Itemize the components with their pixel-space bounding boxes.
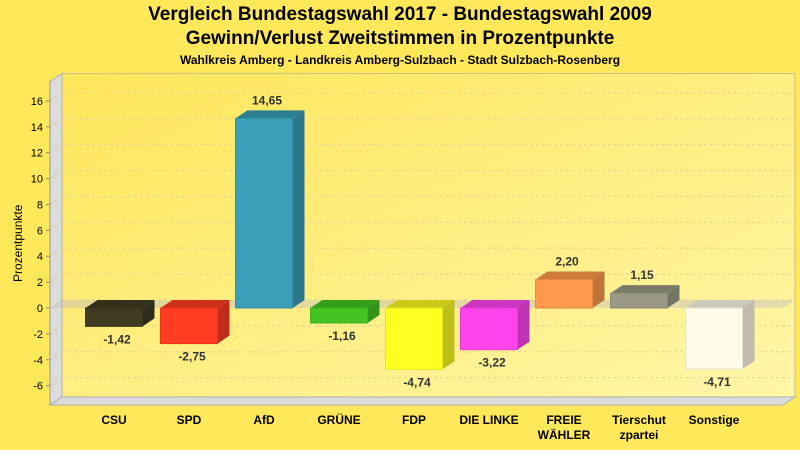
- bar-afd: [235, 117, 293, 309]
- bar-top: [310, 300, 380, 308]
- bar-grüne: [310, 307, 368, 324]
- y-tick-label: 4: [37, 251, 43, 263]
- bar-top: [685, 300, 755, 308]
- y-tick-label: 16: [31, 96, 43, 108]
- chart-title: Vergleich Bundestagswahl 2017 - Bundesta…: [148, 4, 652, 25]
- x-tick-label: FDP: [402, 413, 426, 427]
- y-tick-label: 12: [31, 148, 43, 160]
- bar-top: [385, 300, 455, 308]
- bar-side: [367, 300, 380, 324]
- bar-side: [442, 300, 455, 370]
- y-tick-label: -2: [33, 329, 43, 341]
- x-tick-label: SPD: [177, 413, 202, 427]
- bar-top: [85, 300, 155, 308]
- grid-line-side: [49, 273, 63, 283]
- y-tick-label: 8: [37, 199, 43, 211]
- bar-side: [592, 271, 605, 308]
- chart-subtitle-region: Wahlkreis Amberg - Landkreis Amberg-Sulz…: [179, 53, 621, 67]
- bar-side: [142, 300, 155, 327]
- data-label: -3,22: [478, 356, 506, 370]
- bar-die-linke: [460, 307, 518, 351]
- y-tick-label: -4: [33, 355, 43, 367]
- chart-subtitle: Gewinn/Verlust Zweitstimmen in Prozentpu…: [185, 28, 615, 49]
- grid-line-side: [49, 170, 63, 180]
- bar-spd: [160, 307, 218, 345]
- bar-side: [217, 300, 230, 344]
- data-label: 14,65: [252, 93, 282, 107]
- grid-line-side: [49, 247, 63, 257]
- x-tick-label: AfD: [253, 413, 275, 427]
- bar-side: [667, 285, 680, 308]
- x-tick-label: WÄHLER: [538, 427, 591, 442]
- grid-line-side: [49, 377, 63, 387]
- grid-line-side: [49, 299, 63, 309]
- data-label: -4,74: [403, 375, 431, 389]
- x-tick-label: DIE LINKE: [459, 413, 518, 427]
- bar-side: [292, 110, 305, 308]
- grid-line-side: [49, 196, 63, 205]
- x-tick-label: GRÜNE: [317, 412, 360, 427]
- data-label: -4,71: [703, 375, 731, 389]
- bar-top: [235, 110, 305, 119]
- data-label: -1,42: [103, 332, 131, 346]
- x-tick-label: zpartei: [620, 428, 659, 442]
- bar-side: [517, 300, 530, 350]
- y-tick-label: -6: [33, 381, 43, 393]
- grid-line-side: [49, 221, 63, 231]
- grid-line-side: [49, 325, 63, 335]
- data-label: -2,75: [178, 350, 206, 364]
- bar-top: [160, 300, 230, 308]
- y-tick-label: 10: [31, 174, 43, 186]
- x-tick-label: Tierschut: [612, 413, 666, 427]
- bar-freie-wähler: [535, 279, 593, 309]
- x-tick-label: Sonstige: [689, 413, 740, 427]
- y-tick-label: 14: [31, 122, 43, 134]
- y-tick-label: 2: [37, 277, 43, 289]
- y-tick-label: 0: [37, 303, 43, 315]
- bar-csu: [85, 307, 143, 327]
- bar-top: [460, 300, 530, 308]
- data-label: -1,16: [328, 329, 356, 343]
- bar-side: [742, 300, 755, 369]
- y-tick-label: 6: [37, 225, 43, 237]
- floor: [48, 396, 797, 406]
- bar-fdp: [385, 307, 443, 370]
- grid-line-side: [49, 351, 63, 361]
- data-label: 2,20: [555, 255, 579, 269]
- data-label: 1,15: [630, 268, 654, 282]
- bar-top: [535, 271, 605, 280]
- grid-line-side: [49, 144, 63, 154]
- grid-line-side: [49, 92, 63, 102]
- y-axis-title: Prozentpunkte: [11, 204, 25, 282]
- grid-line-side: [49, 118, 63, 128]
- bar-top: [610, 285, 680, 294]
- x-tick-label: FREIE: [546, 413, 581, 427]
- bar-sonstige: [685, 307, 743, 370]
- bar-tierschutzpartei: [610, 292, 668, 309]
- x-tick-label: CSU: [101, 413, 126, 427]
